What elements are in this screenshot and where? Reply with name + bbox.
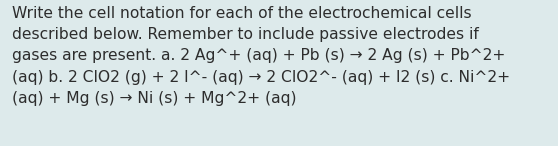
Text: Write the cell notation for each of the electrochemical cells
described below. R: Write the cell notation for each of the … — [12, 6, 511, 106]
